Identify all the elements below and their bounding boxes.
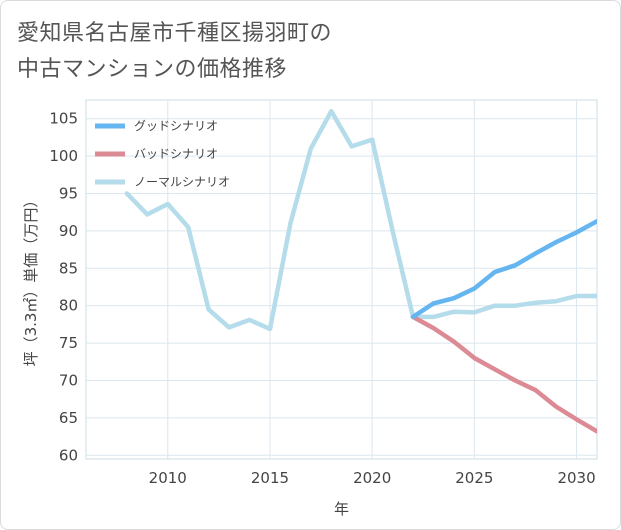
legend-entry-0: グッドシナリオ	[134, 119, 218, 133]
chart-title-line-2: 中古マンションの価格推移	[17, 57, 288, 82]
x-tick-label: 2020	[353, 469, 391, 487]
x-tick-label: 2015	[251, 469, 289, 487]
x-tick-label: 2030	[557, 469, 595, 487]
y-tick-label: 90	[59, 222, 78, 240]
series-line-0	[410, 218, 597, 320]
y-tick-label: 65	[59, 409, 78, 427]
y-tick-label: 75	[59, 334, 78, 352]
series-layer	[124, 108, 597, 434]
y-tick-label: 80	[59, 297, 78, 315]
x-tick-label: 2010	[149, 469, 187, 487]
y-tick-label: 85	[59, 259, 78, 277]
series-line-1	[410, 314, 597, 434]
x-tick-label: 2025	[455, 469, 493, 487]
y-tick-label: 70	[59, 371, 78, 389]
y-tick-label: 60	[59, 446, 78, 464]
x-axis-label: 年	[334, 500, 349, 518]
y-tick-label: 95	[59, 184, 78, 202]
axes: 60 65 70 75 80 85 90 95 100 105 2010 2015 2020 2025 20…	[49, 110, 595, 487]
series-line-2	[124, 108, 597, 332]
legend-entry-1: バッドシナリオ	[134, 147, 218, 161]
y-tick-label: 100	[49, 147, 78, 165]
y-tick-label: 105	[49, 110, 78, 128]
chart-title-line-1: 愛知県名古屋市千種区揚羽町の	[17, 21, 333, 46]
legend-entry-2: ノーマルシナリオ	[134, 175, 230, 189]
y-axis-label: 坪（3.3㎡）単価（万円）	[22, 193, 40, 367]
plot-frame	[85, 99, 598, 460]
